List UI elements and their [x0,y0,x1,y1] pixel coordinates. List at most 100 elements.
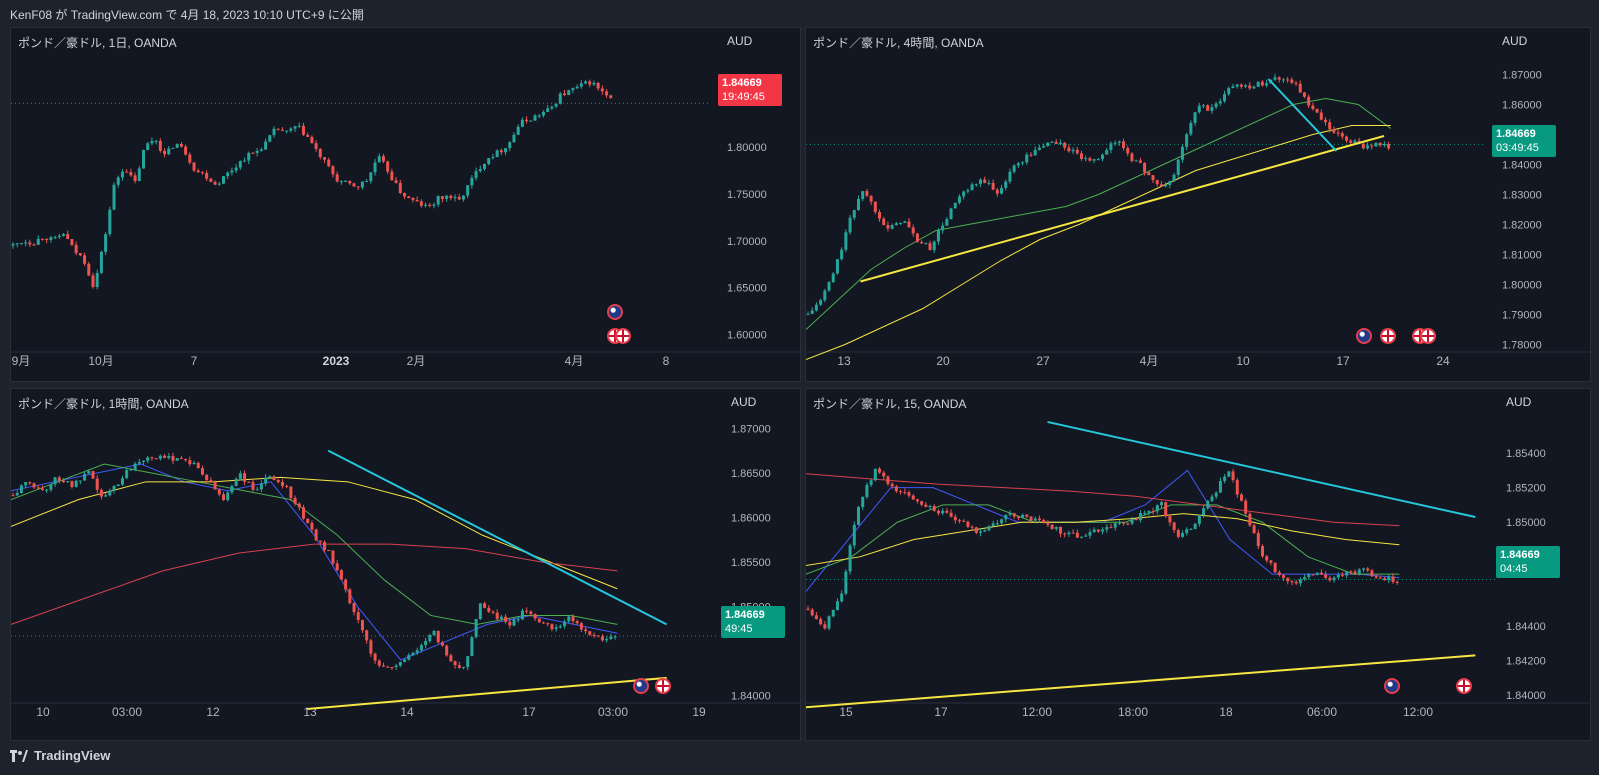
candle-body [873,468,877,481]
candle-body [87,263,91,276]
chart-title: ポンド／豪ドル, 1時間, OANDA [18,397,189,411]
candle-body [1012,513,1016,517]
chart-canvas[interactable]: 1.854001.852001.850001.848001.844001.842… [806,389,1590,740]
candle-body [605,91,609,96]
y-tick-label: 1.81000 [1502,250,1542,262]
au-event-icon[interactable] [1384,678,1400,694]
chart-panel-4h[interactable]: 1.870001.860001.850001.840001.830001.820… [805,27,1591,382]
candle-body [890,225,894,229]
chart-panel-1h[interactable]: 1.870001.865001.860001.855001.850001.840… [10,388,801,741]
uk-event-icon[interactable] [655,678,671,694]
candle-body [995,523,999,525]
tradingview-brand[interactable]: TradingView [10,748,110,763]
candle-body [1050,141,1054,143]
candle-body [15,492,19,496]
candle-body [1101,529,1105,532]
candle-body [1265,556,1269,561]
candle-body [1265,83,1269,86]
candle-body [1067,532,1071,535]
candle-body [188,460,192,465]
candle-body [810,310,814,314]
candle-body [53,237,57,239]
bar-countdown: 19:49:45 [722,91,765,103]
candle-body [848,217,852,233]
candle-body [1046,142,1050,146]
candle-body [1046,522,1050,525]
candle-body [563,621,567,627]
last-price-tag: 1.84669 04:45 [1496,546,1560,578]
candle-body [83,473,87,481]
candle-body [1197,515,1201,524]
candle-body [823,290,827,301]
candle-body [40,238,44,240]
candle-body [1315,108,1319,113]
uk-event-icon[interactable] [1420,328,1436,344]
candle-body [1340,133,1344,137]
candle-body [1336,132,1340,134]
au-event-icon[interactable] [633,678,649,694]
candle-body [1012,165,1016,172]
candle-body [1134,160,1138,162]
chart-panel-daily[interactable]: 1.80000 1.75000 1.70000 1.65000 1.60000 9月 10月… [10,27,801,382]
currency-label: AUD [1506,395,1532,409]
candle-body [403,193,407,197]
candle-body [957,196,961,203]
candle-body [1210,496,1214,501]
candle-body [483,603,487,608]
candle-body [856,199,860,211]
candle-body [314,529,318,541]
au-event-icon[interactable] [607,304,623,320]
candle-body [1063,142,1067,148]
au-event-icon[interactable] [1356,328,1372,344]
uk-event-icon[interactable] [615,328,631,344]
candle-body [533,115,537,121]
chart-panel-15m[interactable]: 1.854001.852001.850001.848001.844001.842… [805,388,1591,741]
candle-body [112,184,116,210]
candle-body [924,504,928,508]
trend-line[interactable] [1047,420,1476,519]
chart-canvas[interactable]: 1.80000 1.75000 1.70000 1.65000 1.60000 9月 10月… [11,28,800,381]
candle-body [1311,574,1315,576]
trend-line[interactable] [1267,78,1338,152]
trend-line[interactable] [307,676,667,710]
candle-body [1349,140,1353,143]
candle-body [592,634,596,636]
candle-body [474,171,478,178]
brand-label: TradingView [34,748,111,763]
candle-body [24,242,28,244]
candle-body [819,300,823,305]
chart-canvas[interactable]: 1.870001.865001.860001.855001.850001.840… [11,389,800,740]
candle-body [66,234,70,240]
y-tick-label: 1.85500 [731,557,771,569]
candle-body [428,635,432,641]
candle-body [873,201,877,213]
chart-canvas[interactable]: 1.870001.860001.850001.840001.830001.820… [806,28,1590,381]
candle-body [844,571,848,594]
candle-body [339,181,343,183]
uk-event-icon[interactable] [1456,678,1472,694]
x-tick-label: 18:00 [1118,705,1148,719]
x-tick-label: 12 [206,705,220,719]
candle-body [424,640,428,646]
candle-body [1273,562,1277,573]
candle-body [461,195,465,200]
candle-body [1037,518,1041,520]
trend-line[interactable] [327,449,668,626]
candle-body [335,563,339,571]
candle-body [158,455,162,459]
candle-body [348,180,352,184]
candle-body [398,182,402,194]
trend-line[interactable] [806,654,1476,709]
candle-body [1151,175,1155,181]
candle-body [1218,481,1222,493]
candle-body [1101,154,1105,160]
candle-body [264,477,268,484]
trend-line[interactable] [860,135,1385,283]
candle-body [1075,532,1079,538]
last-price-tag: 1.84669 03:49:45 [1492,125,1556,157]
candle-body [453,661,457,666]
candle-body [1214,103,1218,108]
candle-body [966,521,970,527]
candle-body [19,485,23,493]
uk-event-icon[interactable] [1380,328,1396,344]
